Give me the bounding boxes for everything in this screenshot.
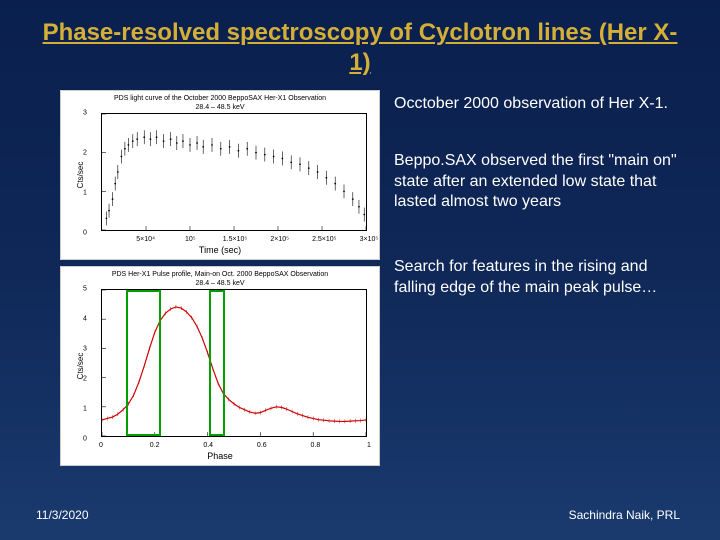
text-column: Occtober 2000 observation of Her X-1. Be… — [380, 90, 690, 466]
chart2-xtick: 1 — [367, 442, 371, 449]
lightcurve-chart: PDS light curve of the October 2000 Bepp… — [60, 90, 380, 260]
footer-date: 11/3/2020 — [36, 508, 89, 522]
chart2-xtick: 0.4 — [203, 442, 213, 449]
chart2-ytick: 5 — [83, 286, 87, 293]
chart1-ytick: 0 — [83, 230, 87, 237]
charts-column: PDS light curve of the October 2000 Bepp… — [60, 90, 380, 466]
paragraph-2: Beppo.SAX observed the first "main on" s… — [394, 151, 690, 213]
chart2-ytick: 4 — [83, 316, 87, 323]
chart2-title: PDS Her-X1 Pulse profile, Main-on Oct. 2… — [61, 271, 379, 278]
chart2-ytick: 2 — [83, 376, 87, 383]
chart2-xlabel: Phase — [61, 451, 379, 461]
chart1-subtitle: 28.4 – 48.5 keV — [61, 104, 379, 111]
paragraph-3: Search for features in the rising and fa… — [394, 257, 690, 299]
chart1-xtick: 5×10⁴ — [136, 236, 155, 243]
phase-selection-box — [209, 290, 225, 436]
chart1-xtick: 2×10⁵ — [270, 236, 289, 243]
chart1-title: PDS light curve of the October 2000 Bepp… — [61, 95, 379, 102]
chart2-plot-area — [101, 289, 367, 437]
chart2-xtick: 0 — [99, 442, 103, 449]
chart1-xtick: 1.5×10⁵ — [223, 236, 248, 243]
chart1-xtick: 3×10⁵ — [360, 236, 379, 243]
chart1-plot-area — [101, 113, 367, 231]
chart2-ytick: 1 — [83, 406, 87, 413]
chart1-xtick: 2.5×10⁵ — [312, 236, 337, 243]
pulse-profile-chart: PDS Her-X1 Pulse profile, Main-on Oct. 2… — [60, 266, 380, 466]
chart1-ytick: 1 — [83, 190, 87, 197]
chart2-ytick: 0 — [83, 436, 87, 443]
slide-title: Phase-resolved spectroscopy of Cyclotron… — [0, 0, 720, 86]
chart1-xtick: 10⁵ — [185, 236, 196, 243]
chart1-ytick: 3 — [83, 110, 87, 117]
chart1-ytick: 2 — [83, 150, 87, 157]
chart2-subtitle: 28.4 – 48.5 keV — [61, 280, 379, 287]
chart1-xlabel: Time (sec) — [61, 245, 379, 255]
chart2-xtick: 0.2 — [150, 442, 160, 449]
body: PDS light curve of the October 2000 Bepp… — [0, 86, 720, 466]
chart2-xtick: 0.6 — [257, 442, 267, 449]
chart2-xtick: 0.8 — [311, 442, 321, 449]
phase-selection-box — [126, 290, 161, 436]
chart2-ytick: 3 — [83, 346, 87, 353]
chart1-ylabel: Cts/sec — [76, 162, 85, 189]
footer-credit: Sachindra Naik, PRL — [569, 508, 680, 522]
paragraph-1: Occtober 2000 observation of Her X-1. — [394, 94, 690, 115]
